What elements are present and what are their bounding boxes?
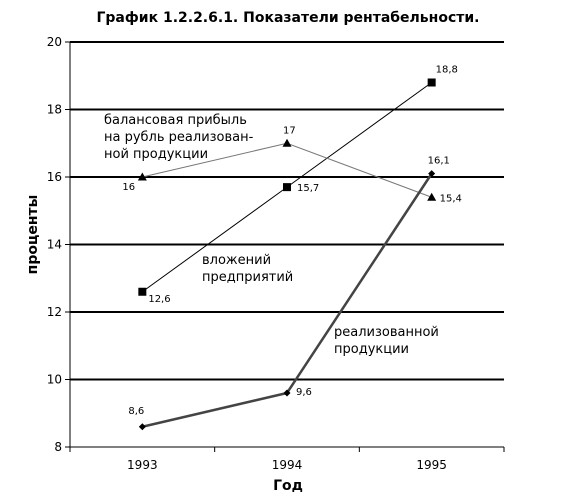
marker-triangle (137, 172, 147, 181)
data-label: 12,6 (148, 294, 170, 305)
marker-square (138, 287, 147, 296)
series (137, 78, 437, 431)
y-tick-label: 10 (47, 373, 62, 387)
marker-diamond (283, 389, 291, 397)
gridlines (70, 41, 504, 381)
data-label: 17 (283, 125, 296, 136)
y-tick-label: 18 (47, 103, 62, 117)
series-annotation: реализованной (334, 325, 439, 340)
y-tick-label: 8 (54, 440, 62, 454)
series-annotation: вложений (202, 253, 271, 268)
series-annotation: ной продукции (104, 147, 208, 162)
y-tick-label: 16 (47, 170, 62, 184)
series-line-diamond (142, 172, 433, 428)
x-tick-label: 1995 (416, 458, 447, 472)
y-tick-label: 20 (47, 35, 62, 49)
x-tick-label: 1993 (127, 458, 158, 472)
data-label: 18,8 (436, 65, 458, 76)
y-tick-label: 12 (47, 305, 62, 319)
data-label: 16,1 (428, 156, 450, 167)
y-tick-label: 14 (47, 238, 62, 252)
series-annotation: предприятий (202, 270, 293, 285)
y-axis-title: проценты (25, 195, 41, 275)
series-annotation: на рубль реализован- (104, 130, 254, 145)
marker-square (427, 78, 436, 87)
marker-diamond (138, 423, 146, 431)
marker-triangle (427, 192, 437, 201)
marker-diamond (428, 170, 436, 178)
chart-title: График 1.2.2.6.1. Показатели рентабельно… (96, 10, 480, 26)
data-labels: 12,6 15,7 18,8 16 17 15,4 8,6 9,6 16,1 (122, 65, 462, 417)
series-annotation: балансовая прибыль (104, 113, 247, 128)
data-label: 15,4 (440, 193, 462, 204)
marker-square (283, 183, 291, 192)
marker-triangle (282, 138, 292, 147)
series-annotation: продукции (334, 342, 409, 357)
data-label: 8,6 (128, 406, 144, 417)
data-label: 15,7 (297, 183, 319, 194)
x-axis-title: Год (273, 478, 303, 494)
x-tick-label: 1994 (272, 458, 303, 472)
data-label: 16 (122, 182, 135, 193)
data-label: 9,6 (296, 387, 312, 398)
annotations: вложений предприятий балансовая прибыль на … (104, 113, 439, 357)
axes: 8 10 12 14 16 18 20 1993 1994 1995 Год проценты (25, 35, 505, 494)
